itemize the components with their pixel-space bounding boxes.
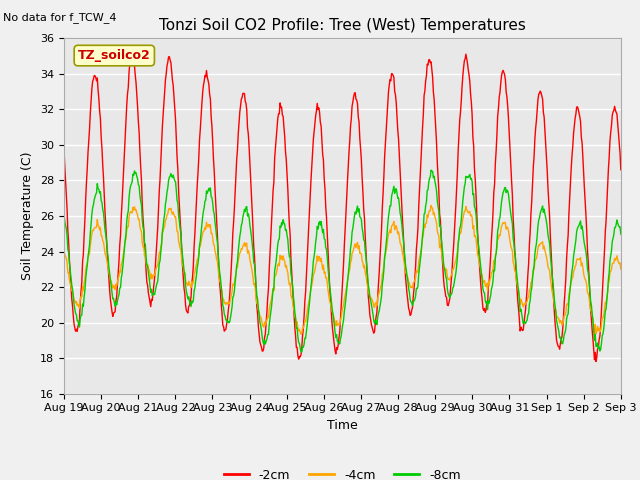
-2cm (70, 321, 78, 327)
Line: -8cm: -8cm (64, 170, 621, 352)
-8cm (617, 231, 625, 237)
-8cm (70, 301, 78, 307)
-4cm (428, 203, 435, 208)
-8cm (411, 297, 419, 302)
-8cm (428, 168, 436, 174)
-4cm (617, 266, 625, 272)
-4cm (214, 258, 221, 264)
-4cm (127, 210, 135, 216)
-2cm (184, 310, 192, 316)
Line: -2cm: -2cm (64, 54, 621, 361)
X-axis label: Time: Time (327, 419, 358, 432)
-8cm (298, 349, 305, 355)
-8cm (214, 239, 221, 245)
-8cm (428, 167, 435, 173)
-2cm (127, 57, 135, 63)
-2cm (462, 51, 470, 57)
-4cm (60, 246, 68, 252)
-8cm (127, 181, 135, 187)
Legend: -2cm, -4cm, -8cm: -2cm, -4cm, -8cm (219, 464, 466, 480)
-4cm (428, 205, 436, 211)
-8cm (184, 296, 192, 302)
-4cm (297, 331, 305, 337)
-8cm (60, 211, 68, 216)
Text: No data for f_TCW_4: No data for f_TCW_4 (3, 12, 116, 23)
-2cm (426, 60, 434, 66)
-4cm (411, 277, 419, 283)
-4cm (70, 297, 78, 303)
Line: -4cm: -4cm (64, 205, 621, 334)
-2cm (214, 231, 221, 237)
Text: TZ_soilco2: TZ_soilco2 (78, 49, 150, 62)
-2cm (592, 359, 600, 364)
-4cm (184, 283, 192, 288)
-2cm (60, 146, 68, 152)
-2cm (410, 286, 418, 292)
Y-axis label: Soil Temperature (C): Soil Temperature (C) (22, 152, 35, 280)
Title: Tonzi Soil CO2 Profile: Tree (West) Temperatures: Tonzi Soil CO2 Profile: Tree (West) Temp… (159, 18, 526, 33)
-2cm (617, 167, 625, 173)
